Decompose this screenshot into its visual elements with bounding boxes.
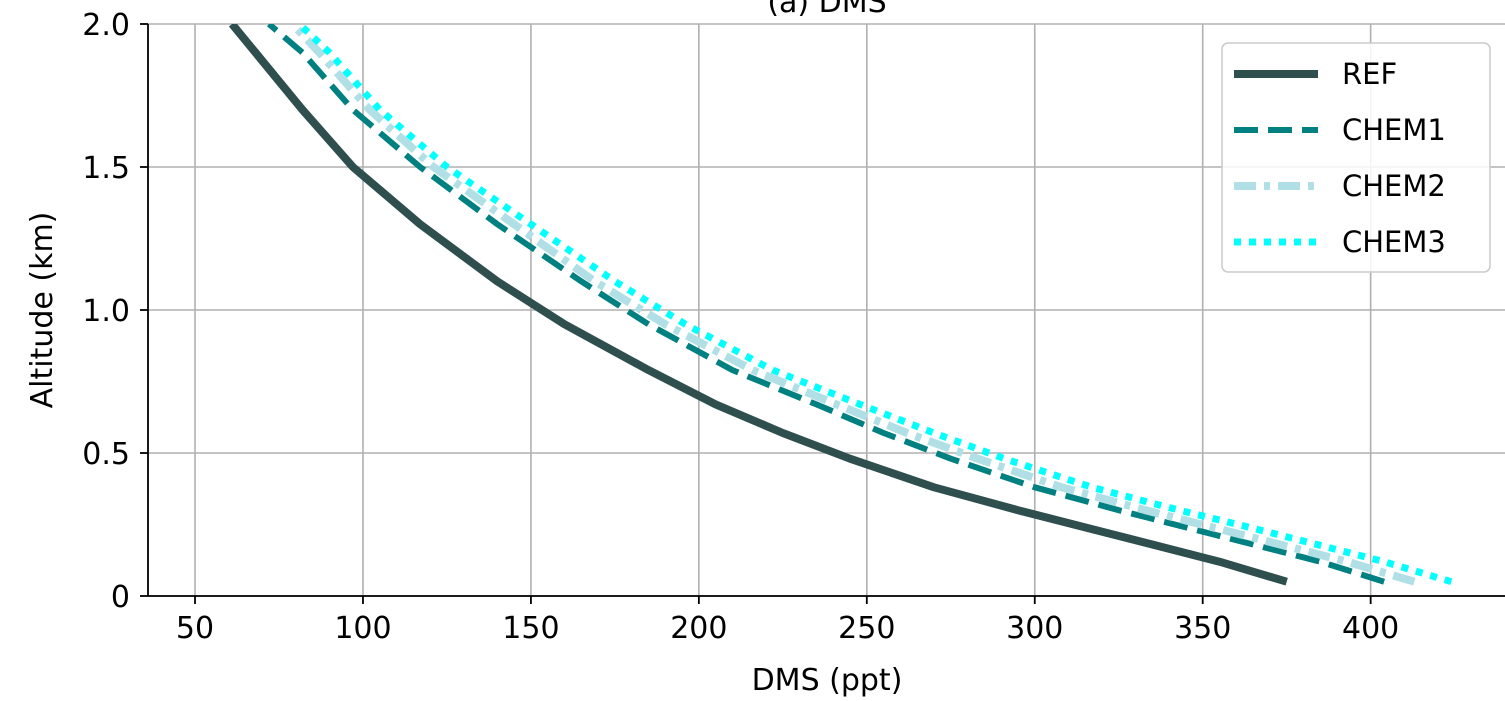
legend-label-chem2: CHEM2 — [1342, 169, 1446, 203]
legend-label-ref: REF — [1342, 57, 1397, 91]
y-axis-title: Altitude (km) — [25, 212, 60, 409]
x-tick-label: 400 — [1342, 611, 1399, 646]
series-layer — [228, 24, 1453, 586]
x-tick-label: 50 — [176, 611, 214, 646]
x-tick-label: 150 — [502, 611, 559, 646]
legend-box — [1221, 42, 1491, 273]
series-line-chem2 — [289, 24, 1416, 586]
legend-label-chem3: CHEM3 — [1342, 225, 1446, 259]
y-tick-label: 1.0 — [82, 294, 130, 329]
x-tick-label: 350 — [1174, 611, 1231, 646]
series-line-chem3 — [296, 24, 1453, 586]
x-tick-label: 250 — [838, 611, 895, 646]
legend: REF CHEM1 CHEM2 CHEM3 — [1221, 42, 1491, 273]
legend-label-chem1: CHEM1 — [1342, 113, 1446, 147]
ticks: 50 100 150 200 250 300 350 400 0 0.5 1.0 1.5 2.0 — [82, 8, 1399, 646]
x-axis-title: DMS (ppt) — [752, 663, 903, 698]
x-tick-label: 100 — [334, 611, 391, 646]
series-line-chem1 — [266, 24, 1385, 585]
y-tick-label: 0.5 — [82, 437, 130, 472]
y-tick-label: 0 — [111, 580, 130, 615]
series-line-ref — [228, 24, 1288, 586]
y-tick-label: 1.5 — [82, 151, 130, 186]
x-tick-label: 300 — [1006, 611, 1063, 646]
x-tick-label: 200 — [670, 611, 727, 646]
chart-title: (a) DMS — [767, 0, 886, 20]
y-tick-label: 2.0 — [82, 8, 130, 43]
